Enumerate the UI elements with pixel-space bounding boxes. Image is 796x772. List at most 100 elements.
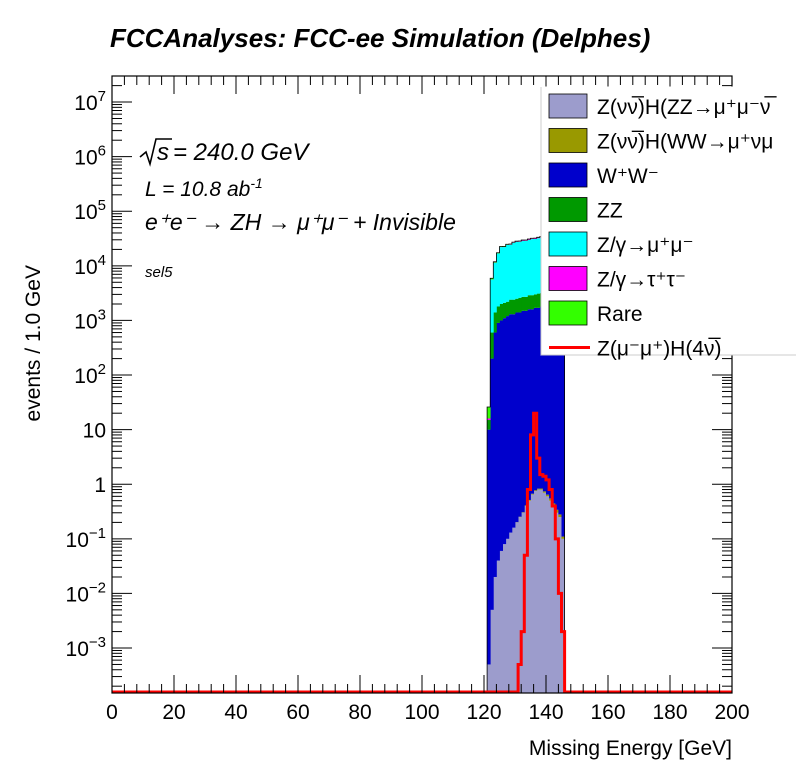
- bar: [561, 538, 565, 693]
- legend-entry: Rare: [548, 300, 643, 326]
- legend-label: Z/γ→τ⁺τ⁻: [597, 269, 686, 292]
- bar: [521, 296, 525, 311]
- legend-entry: Z/γ→τ⁺τ⁻: [548, 266, 686, 292]
- bar: [555, 303, 559, 510]
- bar: [524, 240, 528, 297]
- x-tick-label: 0: [106, 701, 118, 724]
- bar: [505, 244, 510, 302]
- bar: [518, 241, 522, 298]
- bar: [505, 538, 510, 693]
- y-axis-label: events / 1.0 GeV: [22, 265, 45, 421]
- bar: [533, 491, 538, 693]
- bar: [496, 253, 500, 307]
- bar: [539, 306, 544, 489]
- signal-layer: [112, 411, 732, 694]
- bar: [542, 491, 547, 493]
- legend-swatch: [548, 93, 588, 119]
- x-tick-label: 60: [286, 701, 309, 724]
- bar: [521, 240, 525, 297]
- bar: [508, 299, 513, 315]
- bar: [505, 316, 510, 539]
- bar: [499, 550, 503, 693]
- bar: [552, 505, 556, 693]
- lumi-annotation: L = 10.8 ab-1: [145, 175, 263, 201]
- bar: [515, 312, 519, 523]
- bar: [515, 241, 519, 299]
- bar: [524, 296, 528, 311]
- legend-entry: Z(νν̅)H(WW→μ⁺νμ: [548, 128, 773, 154]
- bar: [527, 500, 531, 693]
- bar: [536, 237, 541, 239]
- selection-annotation: sel5: [145, 264, 173, 281]
- legend-swatch: [548, 300, 588, 326]
- legend-swatch: [548, 266, 588, 291]
- legend-label: W⁺W⁻: [597, 165, 659, 188]
- bar: [502, 247, 507, 303]
- x-tick-label: 180: [652, 701, 687, 724]
- bar: [508, 532, 513, 693]
- bar: [499, 304, 503, 321]
- bar: [505, 301, 510, 317]
- bar: [561, 303, 565, 537]
- bar: [558, 514, 562, 518]
- bar: [549, 500, 553, 693]
- bar: [518, 517, 522, 693]
- bar: [546, 496, 550, 693]
- bar: [542, 492, 547, 693]
- bar: [493, 332, 497, 577]
- bar: [490, 332, 494, 359]
- x-tick-label: 200: [714, 701, 749, 724]
- bar: [533, 307, 538, 491]
- legend-swatch: [548, 197, 588, 222]
- x-tick-label: 140: [528, 701, 563, 724]
- sqrt-radical-icon: [139, 138, 172, 167]
- legend-label: Z(νν̅)H(ZZ→μ⁺μ⁻ν̅: [597, 96, 777, 119]
- bar: [487, 429, 491, 665]
- bar: [530, 239, 534, 296]
- legend-entry: Z(μ⁻μ⁺)H(4ν̅): [549, 338, 722, 361]
- bar: [518, 312, 522, 517]
- bar: [493, 312, 497, 333]
- bar: [533, 294, 538, 308]
- series-2: [487, 302, 565, 665]
- bar: [508, 244, 513, 300]
- legend-label: ZZ: [597, 200, 623, 223]
- y-tick-label: 10−3: [66, 634, 106, 661]
- bar: [539, 489, 544, 693]
- bar: [521, 310, 525, 513]
- sqrt-s-value: = 240.0 GeV: [173, 139, 310, 166]
- legend-label: Rare: [597, 303, 643, 326]
- legend-entry: Z(νν̅)H(ZZ→μ⁺μ⁻ν̅: [548, 93, 777, 119]
- bar: [493, 261, 497, 263]
- bar: [508, 314, 513, 533]
- bar: [496, 306, 500, 323]
- y-tick-label: 1: [94, 474, 106, 497]
- bar: [558, 302, 562, 515]
- bar: [530, 309, 534, 494]
- bar: [539, 488, 544, 490]
- bar: [555, 512, 559, 693]
- legend-swatch: [548, 128, 588, 153]
- bar: [536, 238, 541, 294]
- bar: [536, 488, 541, 490]
- sqrt-s-annotation: s = 240.0 GeV: [139, 138, 310, 167]
- bar: [499, 247, 503, 305]
- bar: [555, 509, 559, 513]
- y-tick-label: 10−1: [66, 525, 106, 552]
- bar: [536, 293, 541, 308]
- bar: [518, 297, 522, 313]
- x-tick-label: 80: [348, 701, 371, 724]
- bar: [536, 489, 541, 693]
- bar: [524, 505, 528, 693]
- bar: [490, 278, 494, 280]
- bar: [499, 320, 503, 551]
- bar: [490, 279, 494, 333]
- x-tick-label: 120: [466, 701, 501, 724]
- legend-entry: W⁺W⁻: [548, 162, 659, 188]
- bar: [533, 239, 538, 295]
- bar: [527, 239, 531, 296]
- bar: [536, 307, 541, 489]
- legend: Z(νν̅)H(ZZ→μ⁺μ⁻ν̅ Z(νν̅)H(WW→μ⁺νμ W⁺W⁻ ZZ Z/…: [540, 86, 796, 361]
- x-tick-label: 100: [404, 701, 439, 724]
- bar: [487, 420, 491, 430]
